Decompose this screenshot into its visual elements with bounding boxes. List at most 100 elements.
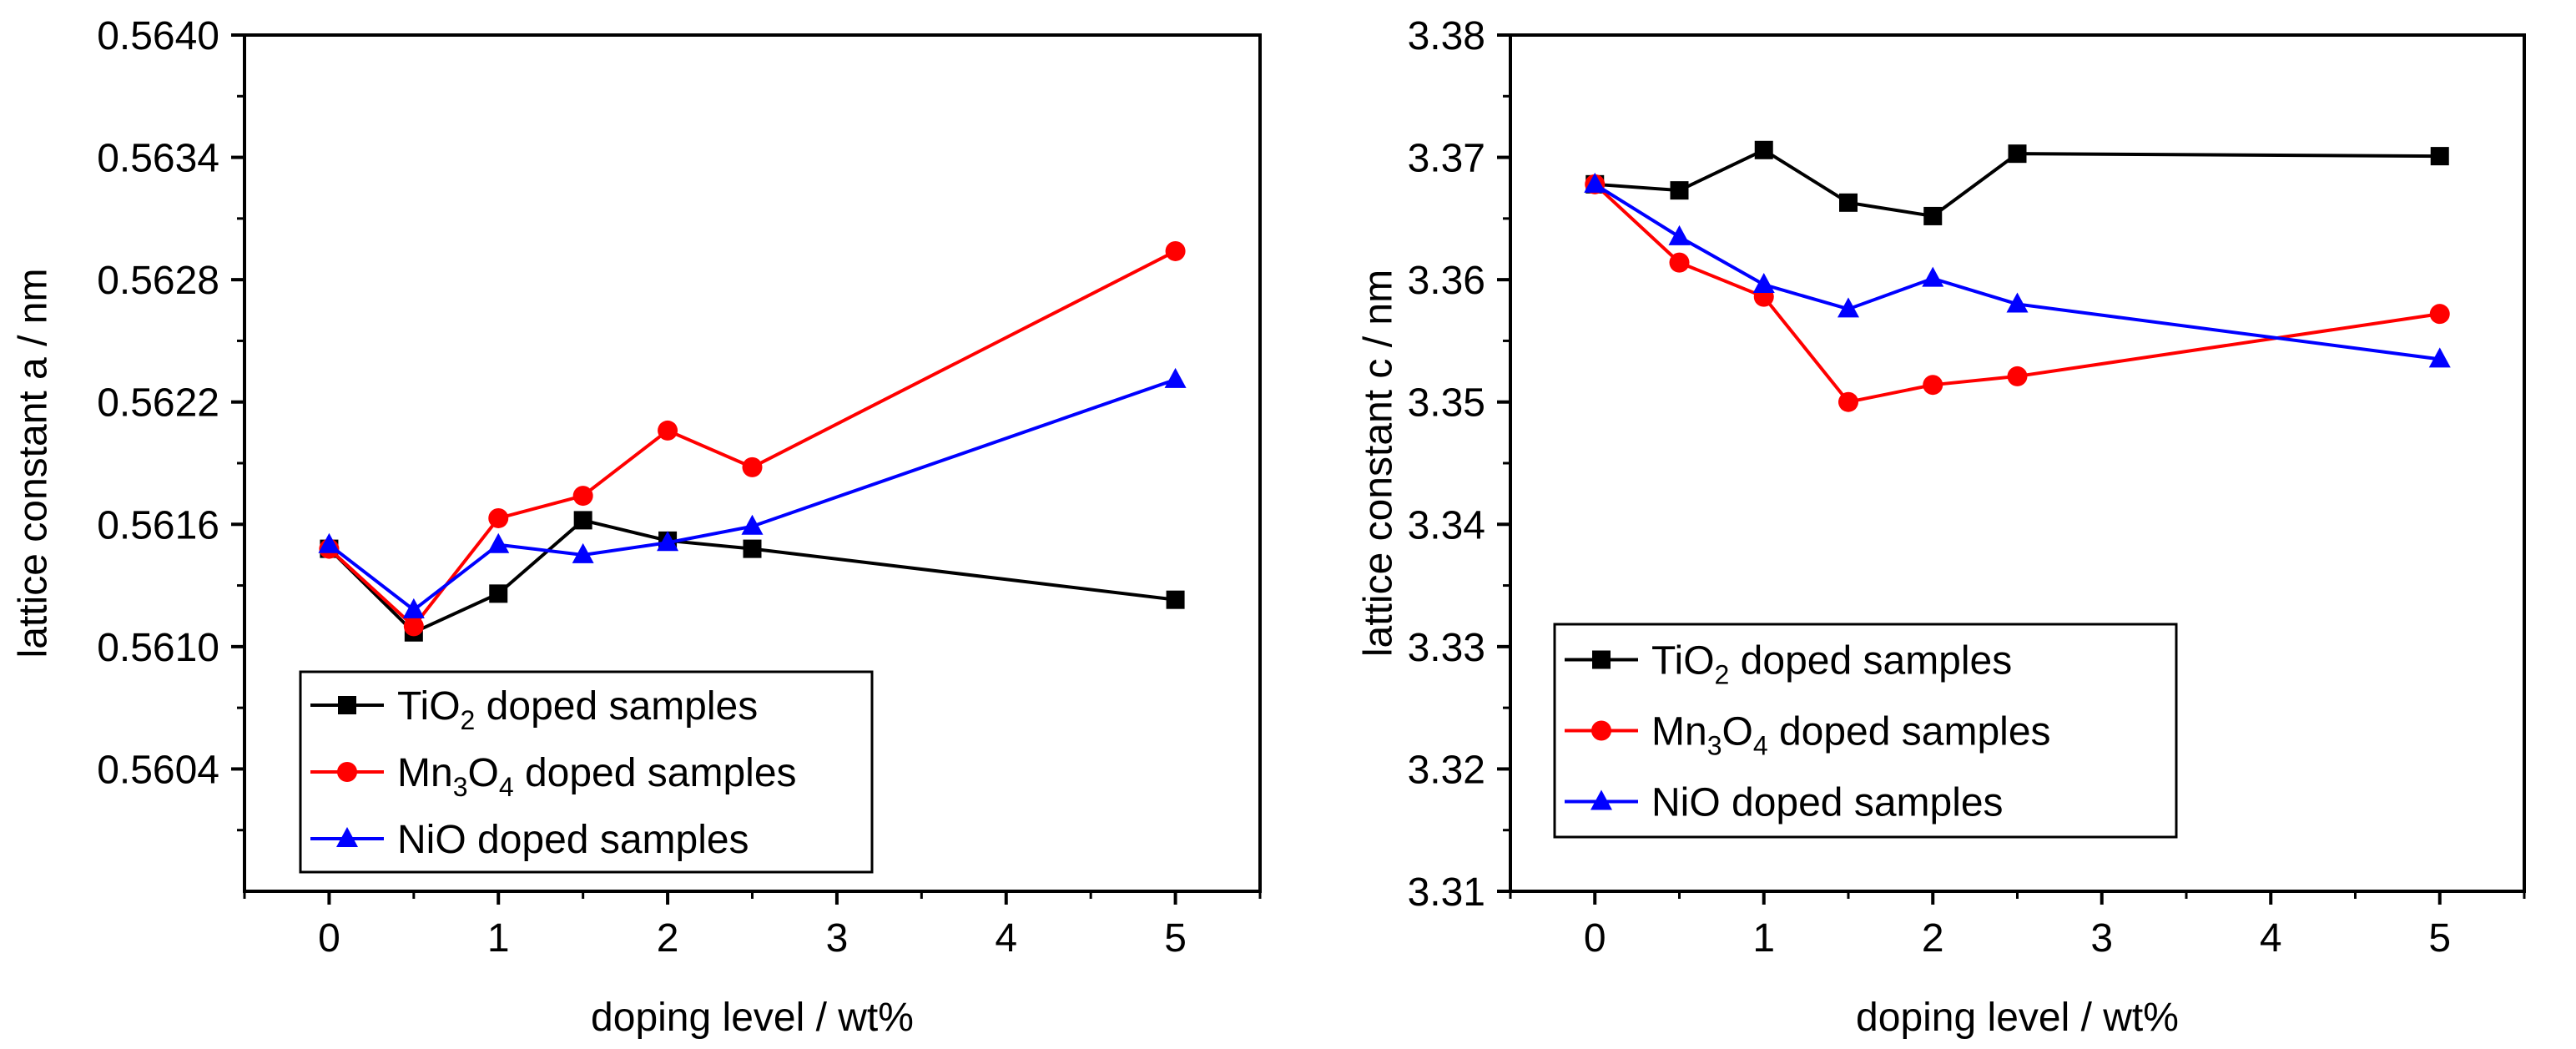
legend-entry: NiO doped samples <box>1565 781 2004 825</box>
data-point <box>1922 266 1944 287</box>
y-tick-label: 0.5604 <box>97 748 219 792</box>
y-tick-label: 3.33 <box>1408 626 1485 670</box>
data-point <box>2006 292 2029 313</box>
data-point <box>741 514 764 535</box>
legend-subscript: 3 <box>453 772 468 802</box>
x-tick-label: 3 <box>2090 916 2113 961</box>
legend-text: doped samples <box>514 751 797 795</box>
series-0 <box>1585 140 2449 225</box>
x-tick-label: 0 <box>1584 916 1606 961</box>
y-tick-label: 0.5628 <box>97 259 219 303</box>
data-point <box>1838 391 1858 412</box>
y-tick-label: 3.34 <box>1408 503 1485 547</box>
data-point <box>402 598 425 618</box>
legend-marker <box>1590 789 1612 810</box>
data-point <box>1839 193 1858 212</box>
y-tick-label: 3.35 <box>1408 381 1485 426</box>
legend-entry: Mn3O4 doped samples <box>1565 710 2051 761</box>
data-point <box>488 507 509 528</box>
legend: TiO2 doped samples Mn3O4 doped samples NiO… <box>299 670 874 874</box>
data-point <box>2429 304 2450 325</box>
legend-marker <box>336 827 358 847</box>
x-tick-label: 2 <box>1922 916 1944 961</box>
data-point <box>403 616 424 637</box>
y-axis-label: lattice constant a / nm <box>12 269 56 658</box>
x-axis-label: doping level / wt% <box>591 996 914 1040</box>
data-point <box>743 539 762 558</box>
data-point <box>318 532 340 553</box>
legend-label: TiO2 doped samples <box>1651 639 2012 690</box>
data-point <box>573 511 592 530</box>
legend: TiO2 doped samples Mn3O4 doped samples NiO… <box>1553 623 2178 839</box>
legend-text: Mn <box>397 751 453 795</box>
y-tick-label: 3.37 <box>1408 137 1485 181</box>
legend-text: NiO doped samples <box>1651 781 2004 825</box>
legend-entry: TiO2 doped samples <box>1565 639 2012 690</box>
series-1 <box>319 240 1186 637</box>
x-tick-label: 3 <box>826 916 849 961</box>
x-tick-label: 2 <box>657 916 679 961</box>
series-2 <box>1584 172 2451 368</box>
legend-subscript: 3 <box>1707 731 1722 761</box>
data-point <box>1670 181 1689 200</box>
data-point <box>1923 206 1943 225</box>
legend-text: O <box>1722 710 1752 754</box>
legend-text: TiO <box>397 684 461 729</box>
series-2 <box>318 367 1187 618</box>
x-tick-label: 4 <box>2260 916 2282 961</box>
data-point <box>1166 590 1185 609</box>
y-tick-label: 3.36 <box>1408 259 1485 303</box>
data-point <box>1752 273 1775 294</box>
y-axis-label: lattice constant c / nm <box>1357 270 1401 657</box>
data-point <box>1923 375 1943 396</box>
y-tick-label: 3.38 <box>1408 14 1485 58</box>
legend-label: Mn3O4 doped samples <box>397 751 797 802</box>
legend-entry: TiO2 doped samples <box>310 684 758 735</box>
data-point <box>1165 240 1186 261</box>
data-point <box>2007 366 2028 386</box>
legend-label: TiO2 doped samples <box>397 684 758 735</box>
legend-text: Mn <box>1651 710 1707 754</box>
legend-marker <box>1591 720 1611 741</box>
legend-text: NiO doped samples <box>397 818 749 862</box>
data-point <box>742 456 763 477</box>
x-axis-label: doping level / wt% <box>1856 996 2179 1040</box>
data-point <box>1164 367 1187 388</box>
data-point <box>2428 347 2451 368</box>
legend-text: doped samples <box>1768 710 2051 754</box>
y-tick-label: 0.5610 <box>97 626 219 670</box>
y-tick-label: 0.5622 <box>97 381 219 426</box>
x-tick-label: 0 <box>318 916 340 961</box>
y-tick-label: 3.32 <box>1408 748 1485 792</box>
data-point <box>657 531 679 552</box>
data-point <box>2008 144 2027 164</box>
data-point <box>1669 252 1690 273</box>
legend-box <box>299 670 874 874</box>
legend-marker <box>338 696 356 714</box>
chart-panel-left: 0 1 2 3 4 5 0.5604 0.5610 0.5616 0.5622 0.5628 0.56… <box>12 14 1262 1040</box>
legend-label: Mn3O4 doped samples <box>1651 710 2051 761</box>
x-tick-label: 5 <box>1164 916 1187 961</box>
y-tick-label: 0.5616 <box>97 503 219 547</box>
legend-text: doped samples <box>475 684 758 729</box>
legend-text: TiO <box>1651 639 1715 683</box>
data-point <box>1837 297 1859 318</box>
legend-marker <box>1592 650 1611 669</box>
data-point <box>572 486 593 507</box>
legend-text: doped samples <box>1729 639 2012 683</box>
x-tick-label: 1 <box>487 916 510 961</box>
y-tick-label: 0.5634 <box>97 137 219 181</box>
legend-text: O <box>467 751 498 795</box>
y-tick-label: 3.31 <box>1408 870 1485 915</box>
x-tick-label: 5 <box>2428 916 2451 961</box>
chart-panel-right: 0 1 2 3 4 5 3.31 3.32 3.33 3.34 3.35 3.36 3.37 3.38 do… <box>1357 14 2526 1040</box>
legend-label: NiO doped samples <box>1651 781 2004 825</box>
x-tick-label: 1 <box>1752 916 1775 961</box>
legend-box <box>1553 623 2178 839</box>
data-point <box>487 532 510 553</box>
series-line <box>328 250 1177 629</box>
data-point <box>658 420 678 441</box>
data-point <box>572 542 594 563</box>
legend-entry: Mn3O4 doped samples <box>310 751 797 802</box>
